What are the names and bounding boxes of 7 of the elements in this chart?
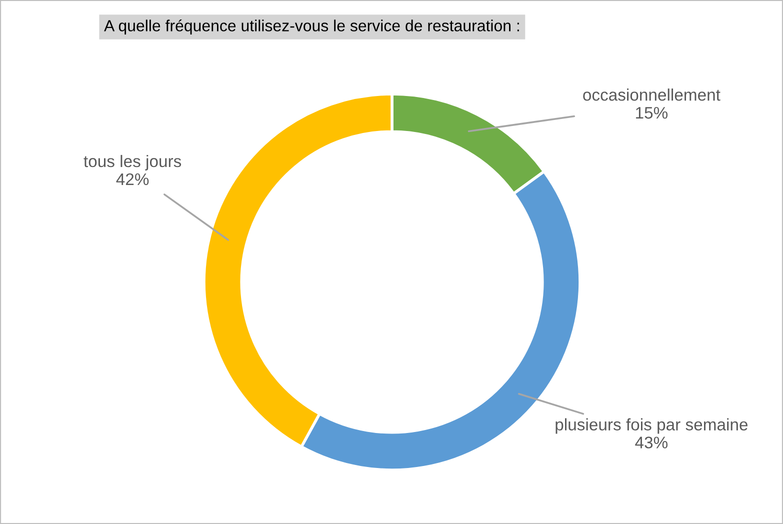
slice-label: plusieurs fois par semaine — [556, 418, 748, 434]
data-label: 43% — [635, 436, 668, 448]
chart-title: A quelle fréquence utilisez-vous le service de restauration : — [104, 19, 519, 35]
slice-label: tous les jours — [84, 154, 182, 170]
data-label: 15% — [636, 106, 668, 119]
data-label: 42% — [116, 173, 149, 186]
slice-label: occasionnellement — [583, 88, 720, 101]
